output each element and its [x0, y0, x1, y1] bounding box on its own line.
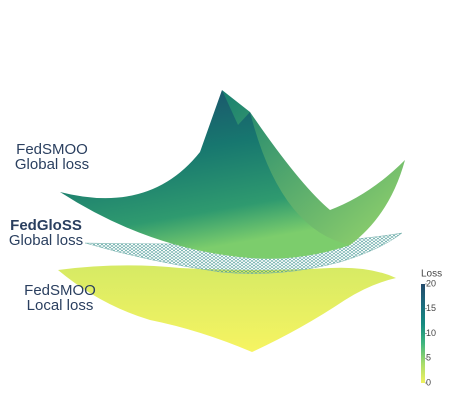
annotation-line: FedSMOO [24, 282, 96, 299]
local-loss-surface [58, 265, 396, 352]
colorbar-tick-label: 10 [426, 328, 436, 338]
colorbar: Loss 0 5 10 15 20 [421, 269, 442, 387]
global-loss-surface [60, 90, 350, 259]
colorbar-scale [421, 284, 425, 383]
colorbar-tick-label: 0 [426, 377, 431, 387]
global-loss-surface-right [222, 90, 405, 252]
colorbar-tick-label: 15 [426, 303, 436, 313]
annotation-line: Local loss [27, 297, 94, 314]
annotation-line: FedGloSS [10, 217, 82, 234]
annotation-line: Global loss [9, 232, 83, 249]
annotation-line: Global loss [15, 156, 89, 173]
surfaces [58, 90, 405, 352]
colorbar-title: Loss [421, 269, 442, 280]
annotation-line: FedSMOO [16, 141, 88, 158]
colorbar-tick-label: 5 [426, 353, 431, 363]
colorbar-tick-label: 20 [426, 278, 436, 288]
